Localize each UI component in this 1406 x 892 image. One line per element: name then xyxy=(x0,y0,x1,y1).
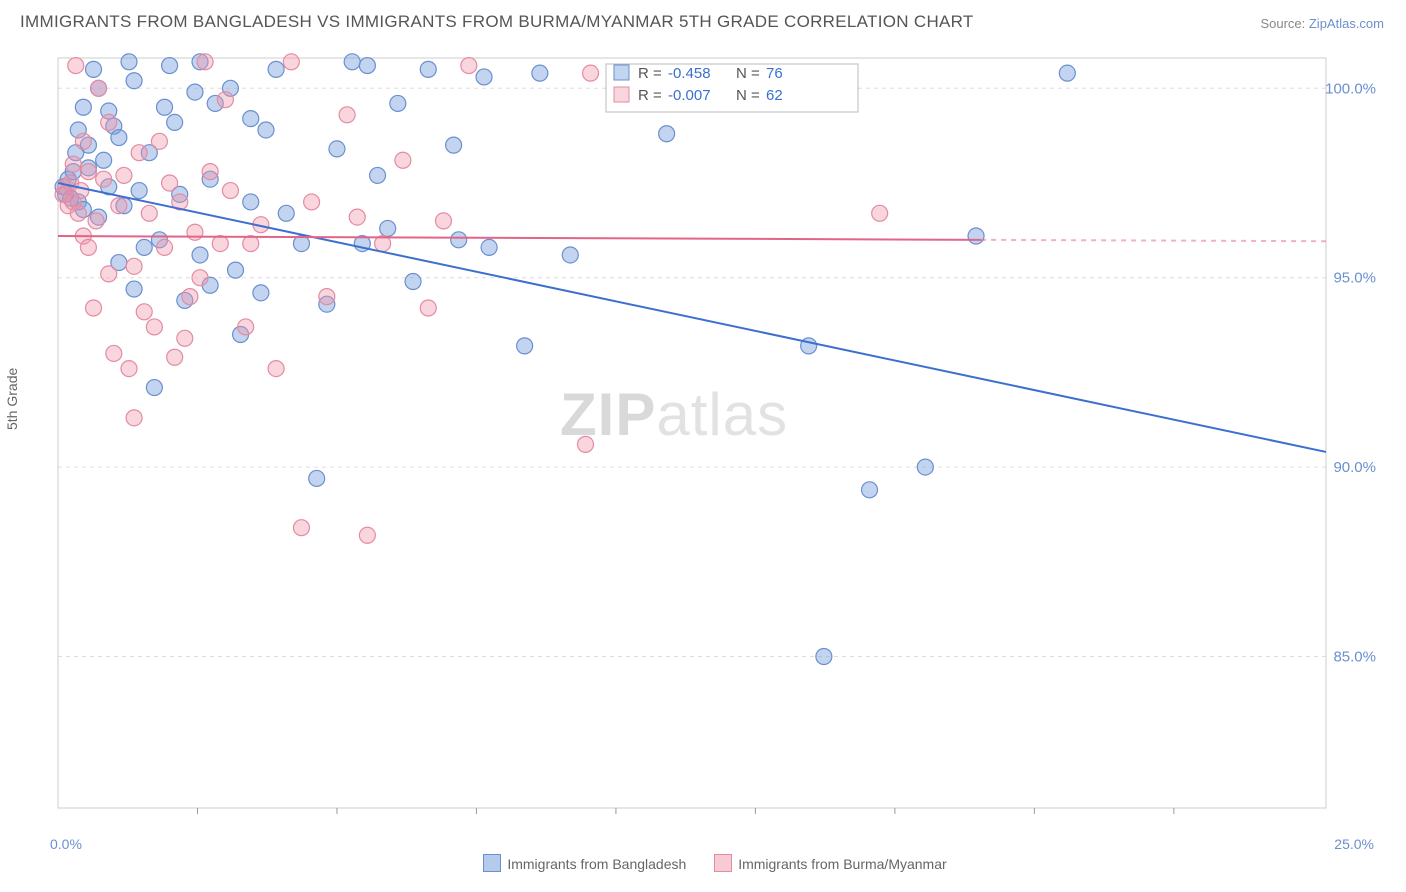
legend-label-0: Immigrants from Bangladesh xyxy=(507,856,686,872)
x-axis-min-label: 0.0% xyxy=(50,836,82,852)
scatter-chart: 85.0% 90.0% 95.0% 100.0% R = -0.458 N = 76 R =… xyxy=(46,50,1386,840)
legend-label-1: Immigrants from Burma/Myanmar xyxy=(738,856,946,872)
svg-text:90.0%: 90.0% xyxy=(1333,459,1376,476)
svg-text:76: 76 xyxy=(766,65,783,82)
svg-text:-0.007: -0.007 xyxy=(668,87,711,104)
legend-swatch-0 xyxy=(483,854,501,872)
chart-area: 85.0% 90.0% 95.0% 100.0% R = -0.458 N = 76 R =… xyxy=(46,50,1386,840)
svg-text:N =: N = xyxy=(736,65,760,82)
svg-text:85.0%: 85.0% xyxy=(1333,648,1376,665)
source-label: Source: ZipAtlas.com xyxy=(1260,16,1384,31)
source-link[interactable]: ZipAtlas.com xyxy=(1309,16,1384,31)
svg-text:R =: R = xyxy=(638,65,662,82)
svg-text:100.0%: 100.0% xyxy=(1325,80,1376,97)
x-axis-max-label: 25.0% xyxy=(1334,836,1374,852)
svg-text:-0.458: -0.458 xyxy=(668,65,711,82)
svg-text:N =: N = xyxy=(736,87,760,104)
y-axis-label: 5th Grade xyxy=(4,368,20,430)
svg-text:62: 62 xyxy=(766,87,783,104)
bottom-legend: Immigrants from Bangladesh Immigrants fr… xyxy=(0,854,1406,872)
chart-title: IMMIGRANTS FROM BANGLADESH VS IMMIGRANTS… xyxy=(20,12,974,32)
source-prefix: Source: xyxy=(1260,16,1308,31)
svg-text:95.0%: 95.0% xyxy=(1333,270,1376,287)
svg-text:R =: R = xyxy=(638,87,662,104)
legend-swatch-1 xyxy=(714,854,732,872)
